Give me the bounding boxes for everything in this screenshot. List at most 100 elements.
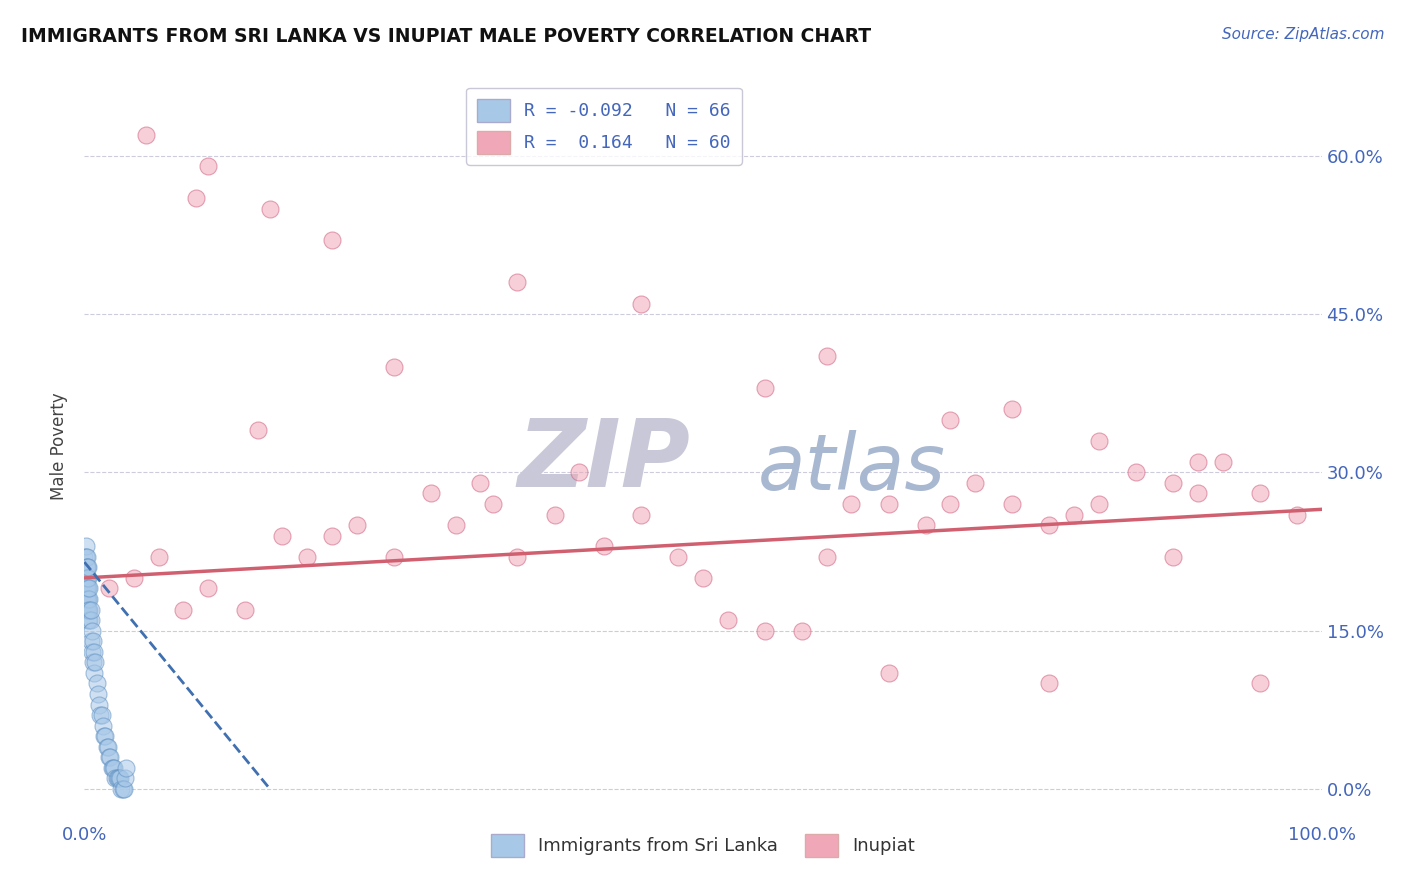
Point	[112, 782, 135, 797]
Text: Source: ZipAtlas.com: Source: ZipAtlas.com	[1222, 27, 1385, 42]
Point	[76, 571, 98, 585]
Point	[172, 602, 194, 616]
Point	[1212, 455, 1234, 469]
Point	[1125, 466, 1147, 480]
Point	[1063, 508, 1085, 522]
Point	[75, 571, 97, 585]
Point	[1088, 497, 1111, 511]
Point	[543, 508, 565, 522]
Point	[1187, 486, 1209, 500]
Point	[75, 571, 97, 585]
Point	[593, 539, 616, 553]
Point	[98, 750, 121, 764]
Point	[79, 634, 101, 648]
Point	[419, 486, 441, 500]
Point	[91, 719, 114, 733]
Point	[1249, 486, 1271, 500]
Point	[89, 698, 111, 712]
Point	[877, 497, 900, 511]
Point	[75, 602, 97, 616]
Point	[103, 761, 125, 775]
Point	[75, 549, 97, 564]
Text: atlas: atlas	[758, 431, 945, 507]
Point	[939, 497, 962, 511]
Point	[80, 624, 103, 638]
Point	[76, 592, 98, 607]
Point	[96, 739, 118, 754]
Point	[80, 645, 103, 659]
Legend: Immigrants from Sri Lanka, Inupiat: Immigrants from Sri Lanka, Inupiat	[484, 826, 922, 864]
Point	[97, 739, 120, 754]
Point	[717, 613, 740, 627]
Point	[382, 549, 405, 564]
Y-axis label: Male Poverty: Male Poverty	[51, 392, 69, 500]
Point	[98, 582, 121, 596]
Point	[75, 582, 97, 596]
Point	[692, 571, 714, 585]
Point	[346, 518, 368, 533]
Point	[1285, 508, 1308, 522]
Point	[77, 582, 100, 596]
Point	[754, 381, 776, 395]
Point	[321, 529, 343, 543]
Point	[382, 359, 405, 374]
Point	[76, 549, 98, 564]
Point	[107, 772, 129, 786]
Point	[83, 645, 105, 659]
Point	[1001, 497, 1024, 511]
Point	[94, 729, 117, 743]
Point	[76, 571, 98, 585]
Point	[1038, 676, 1060, 690]
Point	[568, 466, 591, 480]
Point	[630, 296, 652, 310]
Point	[108, 772, 131, 786]
Point	[1187, 455, 1209, 469]
Point	[1038, 518, 1060, 533]
Point	[184, 191, 207, 205]
Point	[79, 613, 101, 627]
Point	[79, 592, 101, 607]
Point	[135, 128, 157, 142]
Point	[93, 729, 115, 743]
Point	[790, 624, 813, 638]
Point	[77, 613, 100, 627]
Point	[77, 602, 100, 616]
Point	[82, 656, 104, 670]
Point	[111, 782, 134, 797]
Point	[104, 772, 127, 786]
Point	[83, 665, 105, 680]
Point	[76, 592, 98, 607]
Point	[101, 761, 124, 775]
Point	[506, 549, 529, 564]
Point	[75, 592, 97, 607]
Point	[89, 708, 111, 723]
Point	[84, 656, 107, 670]
Point	[877, 665, 900, 680]
Point	[79, 602, 101, 616]
Point	[321, 233, 343, 247]
Point	[79, 613, 101, 627]
Point	[122, 571, 145, 585]
Point	[470, 475, 492, 490]
Point	[506, 276, 529, 290]
Point	[75, 539, 97, 553]
Point	[77, 571, 100, 585]
Point	[939, 412, 962, 426]
Point	[271, 529, 294, 543]
Point	[666, 549, 689, 564]
Point	[77, 560, 100, 574]
Point	[197, 582, 219, 596]
Point	[815, 349, 838, 363]
Point	[1161, 549, 1184, 564]
Point	[965, 475, 987, 490]
Point	[82, 634, 104, 648]
Point	[259, 202, 281, 216]
Point	[1161, 475, 1184, 490]
Point	[76, 582, 98, 596]
Point	[148, 549, 170, 564]
Point	[98, 750, 121, 764]
Point	[110, 772, 132, 786]
Point	[110, 782, 132, 797]
Point	[914, 518, 936, 533]
Point	[105, 772, 128, 786]
